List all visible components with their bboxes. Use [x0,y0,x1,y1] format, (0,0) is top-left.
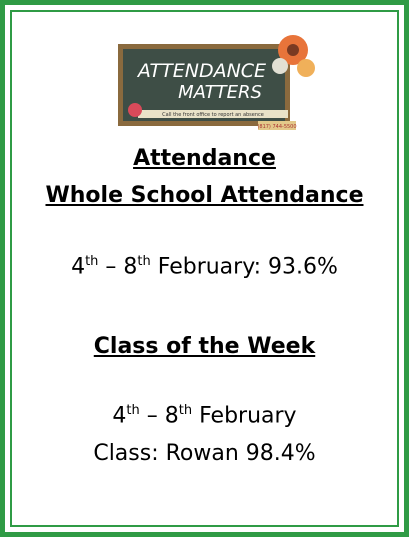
subheading: Whole School Attendance [0,183,409,208]
class-heading: Class of the Week [0,334,409,359]
date-end: – 8 [140,403,179,428]
result: February: 93.6% [151,254,338,279]
suffix: th [179,403,192,418]
heading: Attendance [0,146,409,171]
suffix: th [137,254,150,269]
page: ATTENDANCE MATTERS Call the front office… [0,0,409,537]
suffix: th [85,254,98,269]
banner-line1: ATTENDANCE [136,60,266,82]
flower [297,59,315,77]
banner-line2: MATTERS [178,82,262,103]
class-week-line: 4th – 8th February [0,403,409,428]
banner-phone: (817) 744-5500 [257,124,296,130]
whole-school-line: 4th – 8th February: 93.6% [0,254,409,279]
flower [128,103,142,117]
flower-center [287,44,299,56]
banner-note: Call the front office to report an absen… [162,112,264,118]
suffix: th [126,403,139,418]
banner: ATTENDANCE MATTERS Call the front office… [110,30,320,138]
date-rest: February [192,403,296,428]
date-end: – 8 [98,254,137,279]
flower [272,58,288,74]
class-result: Class: Rowan 98.4% [0,441,409,466]
date-start: 4 [71,254,85,279]
date-start: 4 [112,403,126,428]
